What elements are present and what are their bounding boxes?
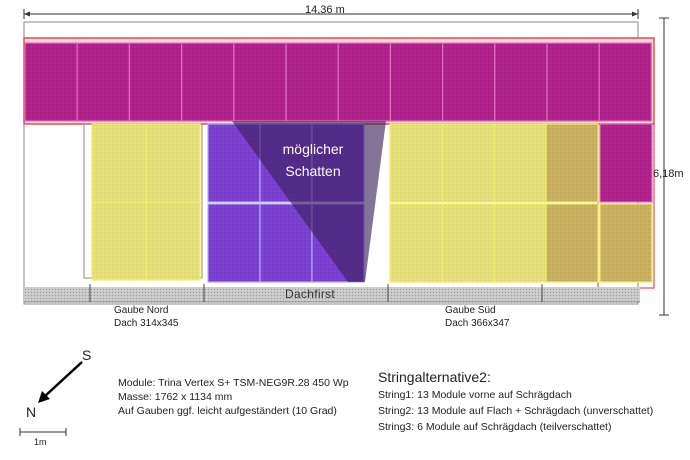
module-string1-texture <box>129 43 182 121</box>
module-string1-texture <box>599 43 652 121</box>
module-string2-texture <box>494 204 546 282</box>
ridge-label: Dachfirst <box>285 287 336 301</box>
module-string2-texture <box>442 124 494 202</box>
shadow-label: möglicher Schatten <box>258 138 368 182</box>
compass-arrow-icon <box>38 361 83 403</box>
module-string1-texture <box>338 43 391 121</box>
scale-bar <box>19 428 67 436</box>
height-label: 6,18m <box>653 168 684 180</box>
scale-label: 1m <box>34 437 47 447</box>
module-string2-texture <box>494 124 546 202</box>
module-string1-texture <box>181 43 234 121</box>
shadow-label-line1: möglicher <box>282 141 344 157</box>
dormer-north-size: Dach 314x345 <box>114 318 179 329</box>
shadow-area <box>232 121 386 282</box>
width-label: 14,36 m <box>305 4 345 16</box>
module-string2-texture <box>390 204 442 282</box>
string-line: String1: 13 Module vorne auf Schrägdach <box>378 389 572 401</box>
module-string1-texture <box>233 43 286 121</box>
module-string1-texture <box>390 43 443 121</box>
module-string2-texture <box>546 204 598 282</box>
module-string1-texture <box>547 43 600 121</box>
module-string1-texture <box>600 124 652 202</box>
module-info-line: Auf Gauben ggf. leicht aufgeständert (10… <box>118 405 337 417</box>
dormer-north-name: Gaube Nord <box>114 305 169 316</box>
module-info-line: Masse: 1762 x 1134 mm <box>118 391 233 403</box>
module-string3-texture <box>208 204 260 282</box>
ridge-bar <box>24 287 640 302</box>
module-string1-texture <box>494 43 547 121</box>
module-string2-texture <box>92 202 146 280</box>
string-alternative-title: Stringalternative2: <box>378 369 491 385</box>
height-dimension-line <box>659 17 669 316</box>
module-string2-texture <box>146 202 200 280</box>
compass-north-label: N <box>26 404 37 420</box>
compass-south-label: S <box>82 347 92 363</box>
module-string2-texture <box>600 204 652 282</box>
string-line: String2: 13 Module auf Flach + Schrägdac… <box>378 405 654 417</box>
module-string1-texture <box>25 43 78 121</box>
module-string2-texture <box>546 124 598 202</box>
width-dimension-line <box>23 9 639 19</box>
dormer-south-size: Dach 366x347 <box>445 318 510 329</box>
module-string2-texture <box>146 124 200 202</box>
module-info-line: Module: Trina Vertex S+ TSM-NEG9R.28 450… <box>118 377 349 389</box>
module-string2-texture <box>390 124 442 202</box>
module-string1-texture <box>442 43 495 121</box>
ridge-dividers <box>89 284 543 302</box>
module-string1-texture <box>77 43 130 121</box>
module-string2-texture <box>92 124 146 202</box>
module-string2-texture <box>442 204 494 282</box>
dormer-south-name: Gaube Süd <box>445 305 496 316</box>
module-string1-texture <box>286 43 339 121</box>
string-line: String3: 6 Module auf Schrägdach (teilve… <box>378 421 612 433</box>
shadow-label-line2: Schatten <box>285 163 341 179</box>
